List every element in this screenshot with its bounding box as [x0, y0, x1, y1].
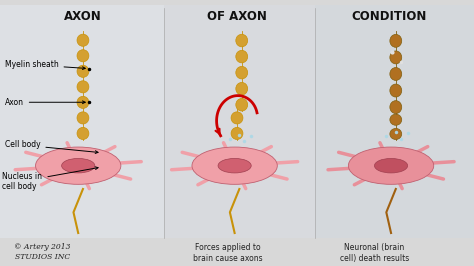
FancyBboxPatch shape: [315, 5, 474, 238]
Text: Axon: Axon: [5, 98, 85, 107]
Text: Myelin sheath: Myelin sheath: [5, 60, 85, 69]
Text: © Artery 2013
STUDIOS INC: © Artery 2013 STUDIOS INC: [14, 243, 71, 261]
Text: OF AXON: OF AXON: [207, 10, 267, 23]
Ellipse shape: [390, 84, 401, 97]
Text: CONDITION: CONDITION: [351, 10, 427, 23]
Text: Cell body: Cell body: [5, 140, 98, 153]
Ellipse shape: [236, 98, 247, 111]
Ellipse shape: [218, 159, 251, 173]
FancyBboxPatch shape: [0, 5, 164, 238]
Text: Forces applied to
brain cause axons: Forces applied to brain cause axons: [193, 243, 262, 263]
Ellipse shape: [374, 159, 408, 173]
Text: AXON: AXON: [64, 10, 102, 23]
Ellipse shape: [236, 66, 247, 79]
Ellipse shape: [77, 65, 89, 77]
Ellipse shape: [192, 147, 277, 184]
Ellipse shape: [390, 34, 401, 47]
Ellipse shape: [236, 50, 247, 63]
Ellipse shape: [236, 82, 247, 95]
Ellipse shape: [77, 50, 89, 62]
Ellipse shape: [390, 114, 401, 125]
Ellipse shape: [77, 81, 89, 93]
Ellipse shape: [231, 112, 243, 124]
Ellipse shape: [231, 127, 243, 139]
Ellipse shape: [77, 112, 89, 124]
Text: Neuronal (brain
cell) death results: Neuronal (brain cell) death results: [340, 243, 409, 263]
Ellipse shape: [77, 127, 89, 139]
Ellipse shape: [236, 34, 247, 47]
Ellipse shape: [62, 159, 95, 173]
Ellipse shape: [390, 128, 401, 139]
Ellipse shape: [390, 51, 401, 64]
FancyBboxPatch shape: [164, 5, 315, 238]
Ellipse shape: [77, 34, 89, 46]
Text: Nucleus in
cell body: Nucleus in cell body: [2, 167, 98, 191]
Ellipse shape: [390, 68, 401, 80]
Ellipse shape: [77, 96, 89, 109]
Ellipse shape: [348, 147, 434, 184]
Ellipse shape: [390, 101, 401, 114]
Ellipse shape: [36, 147, 121, 184]
